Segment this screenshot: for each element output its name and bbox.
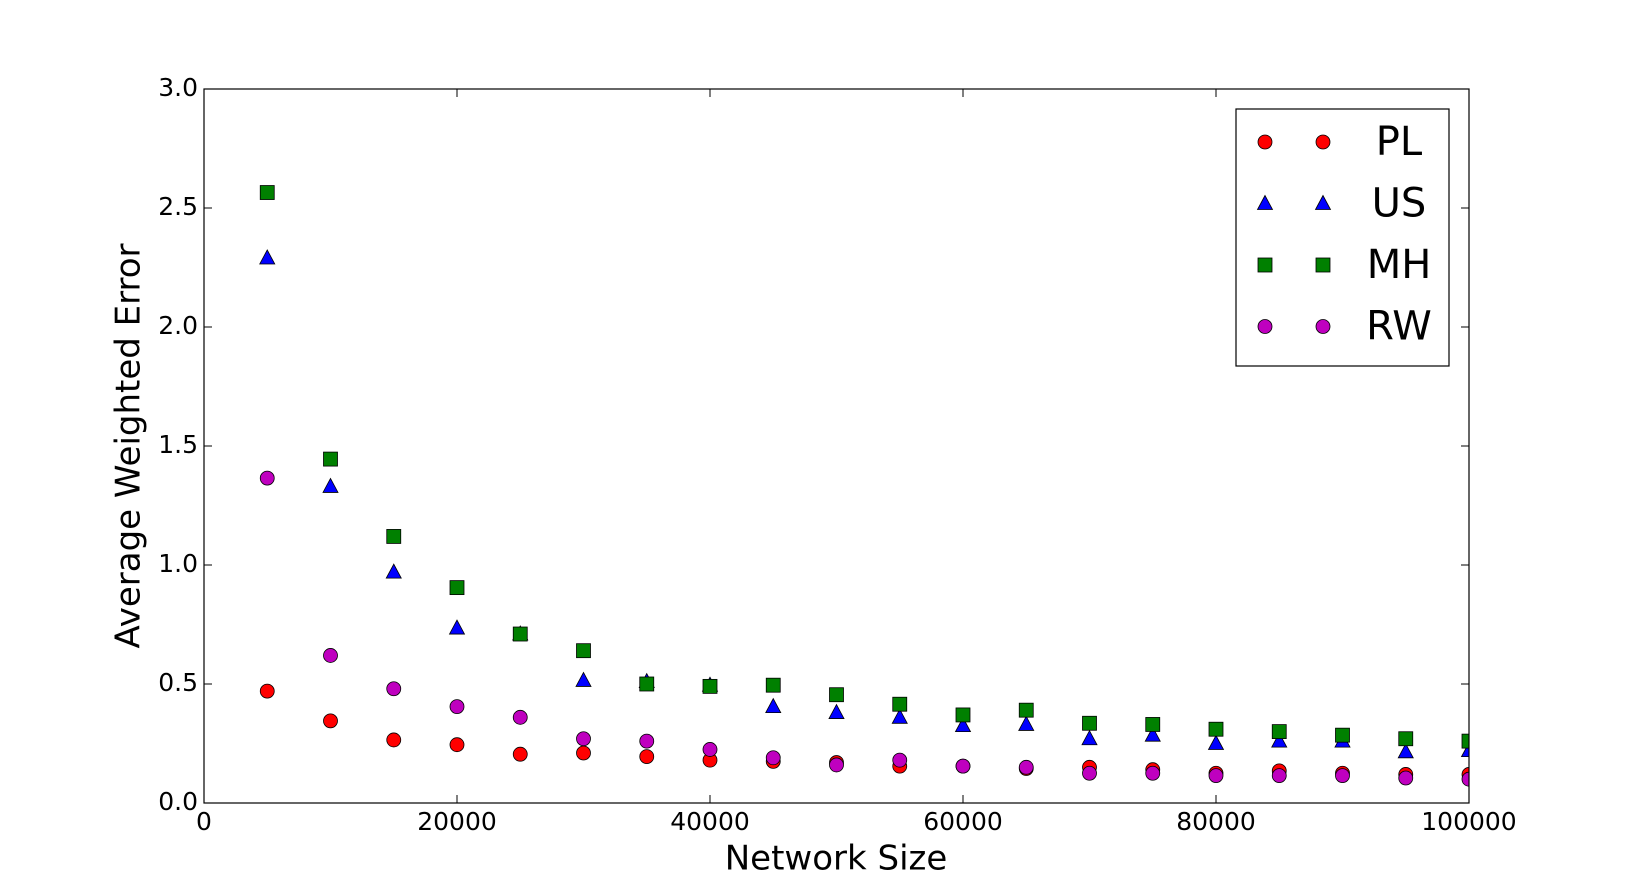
point — [576, 643, 591, 659]
point — [702, 678, 718, 694]
point — [828, 703, 845, 719]
legend-marker — [1256, 194, 1274, 210]
x-tick-label: 80000 — [1176, 807, 1256, 836]
legend-marker — [1315, 319, 1331, 334]
legend-marker — [1314, 194, 1332, 210]
point — [892, 752, 908, 768]
point — [639, 676, 655, 692]
point — [576, 731, 591, 747]
y-tick-label: 2.5 — [158, 192, 198, 221]
point — [1144, 726, 1161, 742]
plot-area — [259, 185, 1469, 787]
point — [1018, 702, 1034, 718]
point — [1018, 759, 1034, 775]
point — [1271, 732, 1288, 748]
point — [448, 619, 466, 635]
point — [955, 758, 971, 774]
legend-marker — [1257, 319, 1273, 334]
point — [386, 681, 402, 697]
point — [1145, 717, 1161, 732]
point — [259, 185, 275, 200]
point — [259, 249, 276, 265]
point — [955, 707, 971, 723]
point — [1208, 721, 1224, 737]
point — [1208, 768, 1224, 784]
point — [1461, 771, 1469, 787]
y-tick-label: 2.0 — [158, 311, 198, 340]
point — [259, 683, 275, 699]
point — [639, 733, 655, 749]
point — [829, 687, 844, 703]
point — [702, 742, 718, 757]
x-tick-label: 60000 — [923, 807, 1003, 836]
point — [1145, 765, 1161, 781]
point — [386, 732, 402, 748]
point — [1398, 770, 1414, 786]
point — [639, 749, 655, 764]
legend-marker — [1315, 134, 1331, 150]
point — [449, 580, 465, 596]
point — [1398, 731, 1414, 747]
point — [765, 750, 781, 766]
point — [1461, 733, 1469, 749]
y-tick-label: 0.0 — [158, 787, 198, 816]
y-tick-label: 0.5 — [158, 668, 198, 697]
point — [575, 671, 592, 687]
x-tick-label: 0 — [196, 807, 212, 836]
point — [765, 697, 782, 714]
point — [1082, 765, 1097, 781]
point — [1081, 729, 1098, 746]
legend-label: MH — [1367, 242, 1432, 288]
point — [449, 737, 465, 753]
point — [259, 470, 275, 486]
plot-frame — [203, 88, 1470, 804]
x-axis-label: Network Size — [725, 839, 948, 879]
point — [449, 699, 465, 715]
point — [829, 757, 844, 773]
point — [386, 529, 402, 544]
y-tick-label: 3.0 — [158, 73, 198, 102]
point — [1082, 715, 1097, 731]
point — [385, 563, 402, 579]
point — [512, 626, 528, 642]
point — [954, 716, 972, 733]
x-tick-label: 40000 — [670, 807, 750, 836]
point — [512, 709, 528, 725]
x-tick-label: 100000 — [1421, 807, 1516, 836]
legend-label: PL — [1376, 119, 1423, 165]
point — [765, 677, 781, 693]
point — [323, 713, 338, 729]
legend-marker — [1257, 257, 1273, 273]
point — [576, 745, 591, 761]
y-tick-label: 1.0 — [158, 549, 198, 578]
point — [323, 648, 338, 663]
y-tick-label: 1.5 — [158, 430, 198, 459]
point — [322, 477, 339, 493]
point — [892, 696, 908, 712]
x-tick-label: 20000 — [417, 807, 497, 836]
point — [891, 708, 908, 724]
legend-label: US — [1372, 181, 1427, 227]
point — [1335, 768, 1350, 784]
point — [323, 451, 338, 467]
point — [1271, 768, 1287, 784]
point — [1207, 734, 1225, 750]
point — [1018, 715, 1035, 731]
point — [512, 746, 528, 762]
point — [1335, 727, 1350, 743]
point — [1397, 742, 1414, 759]
point — [1271, 724, 1287, 739]
legend-marker — [1257, 134, 1273, 150]
legend-label: RW — [1366, 304, 1432, 350]
legend-marker — [1315, 257, 1331, 273]
y-axis-label: Average Weighted Error — [109, 243, 149, 648]
